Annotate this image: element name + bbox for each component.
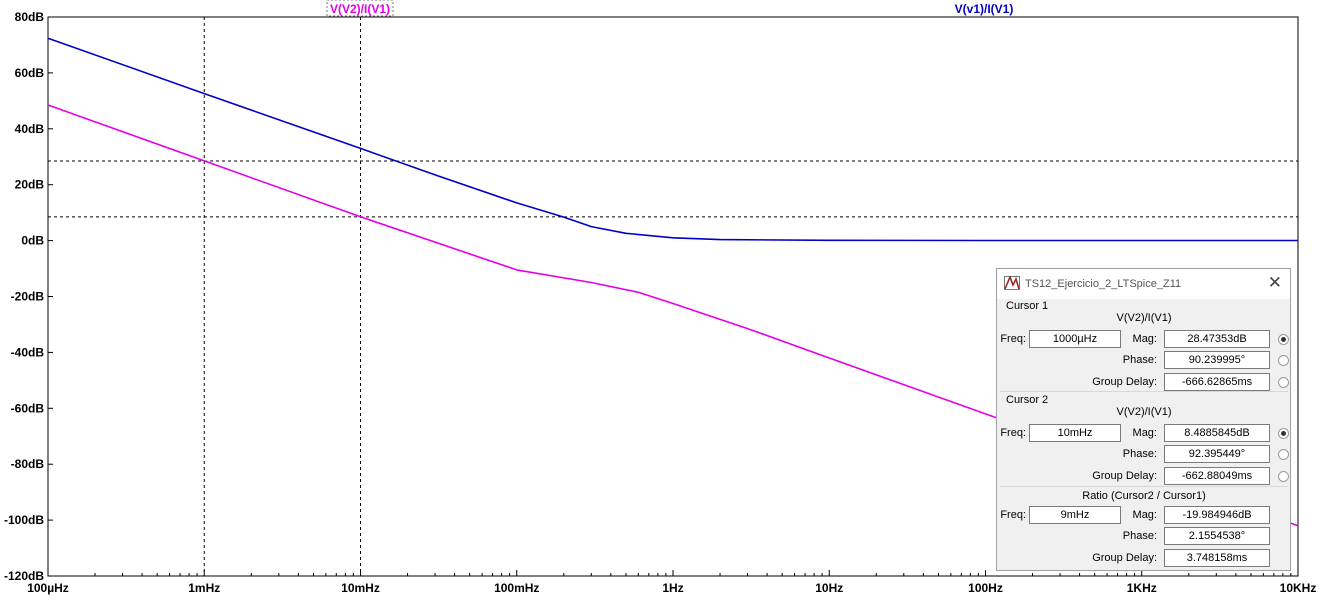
cursor2-freq-label: Freq: [1000,427,1026,439]
cursor1-mag-radio[interactable] [1278,334,1289,345]
cursor2-group-delay-label: Group Delay: [1092,470,1157,482]
cursor1-freq-label: Freq: [1000,333,1026,345]
cursor1-group-delay-radio[interactable] [1278,377,1289,388]
y-tick-label: 20dB [15,178,45,192]
y-tick-label: -100dB [4,513,44,527]
ratio-heading: Ratio (Cursor2 / Cursor1) [1082,490,1206,502]
y-tick-label: 0dB [21,234,44,248]
ratio-mag-field: -19.984946dB [1164,506,1270,524]
cursor1-mag-field: 28.47353dB [1164,330,1270,348]
cursor2-mag-radio[interactable] [1278,428,1289,439]
y-tick-label: -80dB [11,457,45,471]
trace-label-highlight [326,0,394,17]
cursor2-phase-label: Phase: [1122,448,1157,460]
series-line-v1-over-iv1[interactable] [47,37,1298,242]
cursor1-freq-field[interactable]: 1000µHz [1029,330,1121,348]
ratio-phase-label: Phase: [1122,530,1157,542]
y-tick-label: 60dB [15,66,45,80]
cursor2-group-delay-radio[interactable] [1278,471,1289,482]
x-tick-label: 100µHz [27,581,69,595]
x-tick-label: 100Hz [968,581,1003,595]
ratio-freq-field: 9mHz [1029,506,1121,524]
x-minor-ticks [94,573,1292,576]
cursor1-trace-name: V(V2)/I(V1) [1116,312,1172,324]
x-tick-label: 10mHz [341,581,380,595]
x-tick-label: 1mHz [188,581,220,595]
cursor2-phase-field: 92.395449° [1164,445,1270,463]
cursor1-phase-radio[interactable] [1278,355,1289,366]
cursor-window-titlebar[interactable]: TS12_Ejercicio_2_LTSpice_Z11 ✕ [997,269,1290,299]
cursor2-trace-name: V(V2)/I(V1) [1116,406,1172,418]
ratio-mag-label: Mag: [1132,509,1157,521]
cursor1-mag-label: Mag: [1132,333,1157,345]
x-tick-label: 1KHz [1127,581,1157,595]
x-tick-labels: 100µHz 1mHz 10mHz 100mHz 1Hz 10Hz 100Hz 1KHz 10K… [27,581,1316,595]
cursor2-mag-label: Mag: [1132,427,1157,439]
ratio-phase-field: 2.1554538° [1164,527,1270,545]
y-tick-label: -20dB [11,290,45,304]
x-tick-label: 100mHz [494,581,539,595]
cursor2-heading: Cursor 2 [1006,394,1049,406]
cursor-window-title: TS12_Ejercicio_2_LTSpice_Z11 [1025,278,1182,290]
close-icon[interactable]: ✕ [1267,273,1282,292]
y-tick-label: -60dB [11,401,45,415]
cursor2-mag-field: 8.4885845dB [1164,424,1270,442]
ratio-group-delay-label: Group Delay: [1092,552,1157,564]
trace-label[interactable]: V(v1)/I(V1) [955,2,1014,16]
x-tick-label: 10KHz [1280,581,1317,595]
trace-label[interactable]: V(V2)/I(V1) [330,2,390,16]
trace-labels[interactable]: V(v1)/I(V1) V(V2)/I(V1) [326,0,1014,17]
cursor1-group-delay-field: -666.62865ms [1164,373,1270,391]
cursor1-section: Cursor 1 V(V2)/I(V1) Freq: 1000µHz Mag: … [999,300,1289,392]
cursor1-heading: Cursor 1 [1006,300,1049,312]
ratio-freq-label: Freq: [1000,509,1026,521]
cursor-window[interactable]: TS12_Ejercicio_2_LTSpice_Z11 ✕ Cursor 1 … [996,268,1291,571]
cursor2-section: Cursor 2 V(V2)/I(V1) Freq: 10mHz Mag: 8.… [999,394,1289,486]
y-tick-labels: 80dB 60dB 40dB 20dB 0dB -20dB -40dB -60dB -80dB -… [4,10,44,583]
section-divider [1000,486,1288,487]
cursor2-group-delay-field: -662.88049ms [1164,467,1270,485]
ltspice-app-icon [1004,276,1020,290]
cursor-lines[interactable] [48,17,1298,576]
cursor1-phase-label: Phase: [1122,354,1157,366]
y-tick-label: -120dB [4,569,44,583]
x-tick-label: 1Hz [662,581,683,595]
cursor1-phase-field: 90.239995° [1164,351,1270,369]
ratio-group-delay-field: 3.748158ms [1164,549,1270,567]
cursor1-group-delay-label: Group Delay: [1092,376,1157,388]
y-tick-label: 80dB [15,10,45,24]
y-tick-label: 40dB [15,122,45,136]
section-divider [1000,391,1288,392]
y-tick-label: -40dB [11,345,45,359]
cursor2-freq-field[interactable]: 10mHz [1029,424,1121,442]
x-tick-label: 10Hz [815,581,843,595]
ratio-section: Ratio (Cursor2 / Cursor1) Freq: 9mHz Mag… [999,489,1289,571]
cursor2-phase-radio[interactable] [1278,449,1289,460]
